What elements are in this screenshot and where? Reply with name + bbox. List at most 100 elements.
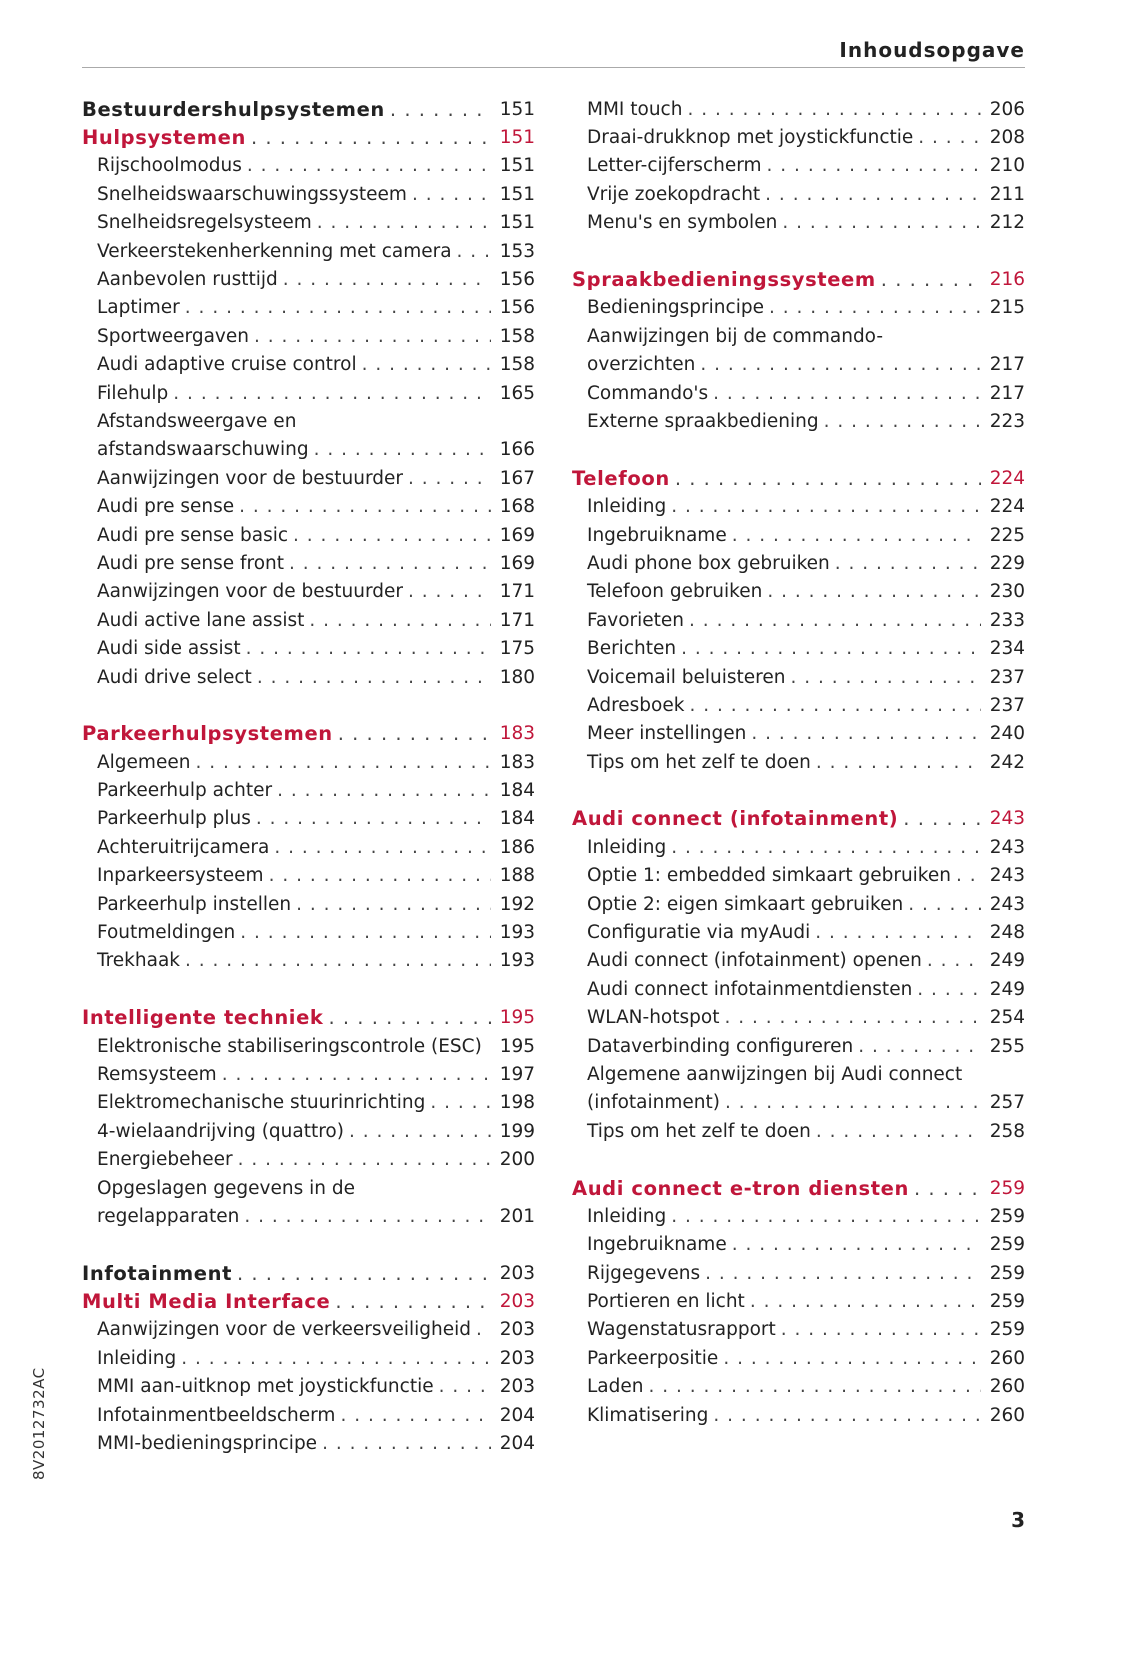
toc-entry[interactable]: (infotainment) 257	[572, 1089, 1025, 1117]
toc-entry[interactable]: Optie 2: eigen simkaart gebruiken 243	[572, 890, 1025, 918]
toc-entry[interactable]: Voicemail beluisteren 237	[572, 663, 1025, 691]
toc-entry[interactable]: Elektromechanische stuurinrichting 198	[82, 1089, 535, 1117]
toc-entry[interactable]: Opgeslagen gegevens in de	[82, 1174, 535, 1202]
entry-title: Inleiding	[587, 1205, 667, 1227]
toc-entry[interactable]: Audi connect (infotainment) openen 249	[572, 947, 1025, 975]
toc-entry[interactable]: Wagenstatusrapport 259	[572, 1316, 1025, 1344]
toc-entry[interactable]: Audi phone box gebruiken 229	[572, 549, 1025, 577]
toc-entry[interactable]: Verkeerstekenherkenning met camera 153	[82, 237, 535, 265]
toc-entry[interactable]: WLAN-hotspot 254	[572, 1004, 1025, 1032]
toc-entry[interactable]: Berichten 234	[572, 634, 1025, 662]
toc-entry[interactable]: Remsysteem 197	[82, 1060, 535, 1088]
toc-entry[interactable]: Externe spraakbediening 223	[572, 407, 1025, 435]
toc-entry[interactable]: Meer instellingen 240	[572, 720, 1025, 748]
toc-entry[interactable]: Snelheidswaarschuwingssysteem 151	[82, 180, 535, 208]
toc-entry[interactable]: Parkeerhulp achter 184	[82, 776, 535, 804]
toc-entry[interactable]: Inleiding 203	[82, 1344, 535, 1372]
toc-entry[interactable]: Rijgegevens 259	[572, 1259, 1025, 1287]
toc-entry[interactable]: Elektronische stabiliseringscontrole (ES…	[82, 1032, 535, 1060]
toc-entry[interactable]: Infotainmentbeeldscherm 204	[82, 1401, 535, 1429]
toc-entry[interactable]: Parkeerpositie 260	[572, 1344, 1025, 1372]
toc-entry[interactable]: Audi pre sense 168	[82, 492, 535, 520]
toc-entry[interactable]: Afstandsweergave en	[82, 407, 535, 435]
toc-entry[interactable]: Ingebruikname 259	[572, 1231, 1025, 1259]
toc-entry[interactable]: Achteruitrijcamera 186	[82, 833, 535, 861]
toc-entry[interactable]: Aanwijzingen voor de bestuurder 171	[82, 578, 535, 606]
toc-entry[interactable]: Aanbevolen rusttijd 156	[82, 265, 535, 293]
toc-entry[interactable]: Audi side assist 175	[82, 634, 535, 662]
toc-entry[interactable]: Snelheidsregelsysteem 151	[82, 209, 535, 237]
toc-entry[interactable]: Portieren en licht 259	[572, 1287, 1025, 1315]
toc-entry[interactable]: Inleiding 259	[572, 1202, 1025, 1230]
toc-entry[interactable]: Letter-cijferscherm 210	[572, 152, 1025, 180]
entry-page: 240	[989, 723, 1025, 745]
toc-entry[interactable]: Ingebruikname 225	[572, 521, 1025, 549]
toc-entry[interactable]: Laden 260	[572, 1373, 1025, 1401]
toc-entry[interactable]: regelapparaten 201	[82, 1202, 535, 1230]
toc-entry[interactable]: Telefoon gebruiken 230	[572, 578, 1025, 606]
toc-entry[interactable]: overzichten 217	[572, 351, 1025, 379]
dot-leader	[185, 950, 491, 971]
toc-entry[interactable]: Inleiding 224	[572, 492, 1025, 520]
toc-entry[interactable]: Audi adaptive cruise control 158	[82, 351, 535, 379]
toc-entry[interactable]: Trekhaak 193	[82, 947, 535, 975]
toc-chapter[interactable]: Bestuurdershulpsystemen 151	[82, 95, 535, 123]
toc-entry[interactable]: Aanwijzingen voor de bestuurder 167	[82, 464, 535, 492]
entry-title: Elektromechanische stuurinrichting	[97, 1092, 426, 1114]
toc-entry[interactable]: 4-wielaandrijving (quattro) 199	[82, 1117, 535, 1145]
toc-entry[interactable]: Audi pre sense front 169	[82, 549, 535, 577]
toc-entry[interactable]: Audi pre sense basic 169	[82, 521, 535, 549]
toc-entry[interactable]: Filehulp 165	[82, 379, 535, 407]
toc-entry[interactable]: Audi connect infotainmentdiensten 249	[572, 975, 1025, 1003]
toc-entry[interactable]: Bedieningsprincipe 215	[572, 294, 1025, 322]
toc-section[interactable]: Multi Media Interface 203	[82, 1287, 535, 1315]
toc-entry[interactable]: Tips om het zelf te doen 242	[572, 748, 1025, 776]
toc-section[interactable]: Audi connect (infotainment) 243	[572, 805, 1025, 833]
toc-chapter[interactable]: Infotainment 203	[82, 1259, 535, 1287]
toc-entry[interactable]: Sportweergaven 158	[82, 322, 535, 350]
entry-page: 158	[499, 325, 535, 347]
toc-entry[interactable]: Menu's en symbolen 212	[572, 209, 1025, 237]
toc-section[interactable]: Intelligente techniek 195	[82, 1004, 535, 1032]
toc-section[interactable]: Spraakbedieningssysteem 216	[572, 265, 1025, 293]
entry-title: Audi connect (infotainment)	[572, 807, 899, 831]
toc-entry[interactable]: MMI-bedieningsprincipe 204	[82, 1429, 535, 1457]
toc-entry[interactable]: Audi active lane assist 171	[82, 606, 535, 634]
toc-entry[interactable]: Configuratie via myAudi 248	[572, 918, 1025, 946]
toc-entry[interactable]: Dataverbinding configureren 255	[572, 1032, 1025, 1060]
toc-entry[interactable]: Klimatisering 260	[572, 1401, 1025, 1429]
toc-entry[interactable]: Aanwijzingen bij de commando-	[572, 322, 1025, 350]
toc-entry[interactable]: Rijschoolmodus 151	[82, 152, 535, 180]
toc-entry[interactable]: Energiebeheer 200	[82, 1145, 535, 1173]
toc-section[interactable]: Parkeerhulpsystemen 183	[82, 720, 535, 748]
toc-entry[interactable]: Draai-drukknop met joystickfunctie 208	[572, 123, 1025, 151]
dot-leader	[649, 1376, 982, 1397]
toc-entry[interactable]: Algemeen 183	[82, 748, 535, 776]
toc-entry[interactable]: Commando's 217	[572, 379, 1025, 407]
toc-entry[interactable]: Optie 1: embedded simkaart gebruiken 243	[572, 862, 1025, 890]
toc-entry[interactable]: MMI aan-uitknop met joystickfunctie 203	[82, 1373, 535, 1401]
toc-entry[interactable]: MMI touch 206	[572, 95, 1025, 123]
entry-page: 203	[499, 1319, 535, 1341]
toc-entry[interactable]: Inleiding 243	[572, 833, 1025, 861]
toc-entry[interactable]: Foutmeldingen 193	[82, 918, 535, 946]
toc-entry[interactable]: Favorieten 233	[572, 606, 1025, 634]
spacer	[82, 691, 535, 719]
toc-entry[interactable]: Parkeerhulp plus 184	[82, 805, 535, 833]
toc-entry[interactable]: Algemene aanwijzingen bij Audi connect	[572, 1060, 1025, 1088]
toc-entry[interactable]: Parkeerhulp instellen 192	[82, 890, 535, 918]
toc-entry[interactable]: Aanwijzingen voor de verkeersveiligheid 2…	[82, 1316, 535, 1344]
toc-entry[interactable]: Vrije zoekopdracht 211	[572, 180, 1025, 208]
toc-entry[interactable]: Inparkeersysteem 188	[82, 862, 535, 890]
toc-entry[interactable]: Adresboek 237	[572, 691, 1025, 719]
toc-section[interactable]: Telefoon 224	[572, 464, 1025, 492]
toc-entry[interactable]: Tips om het zelf te doen 258	[572, 1117, 1025, 1145]
entry-title: Snelheidsregelsysteem	[97, 212, 312, 234]
toc-section[interactable]: Hulpsystemen 151	[82, 123, 535, 151]
toc-section[interactable]: Audi connect e-tron diensten 259	[572, 1174, 1025, 1202]
entry-page: 248	[989, 922, 1025, 944]
entry-page: 167	[499, 467, 535, 489]
toc-entry[interactable]: Audi drive select 180	[82, 663, 535, 691]
toc-entry[interactable]: afstandswaarschuwing 166	[82, 436, 535, 464]
toc-entry[interactable]: Laptimer 156	[82, 294, 535, 322]
